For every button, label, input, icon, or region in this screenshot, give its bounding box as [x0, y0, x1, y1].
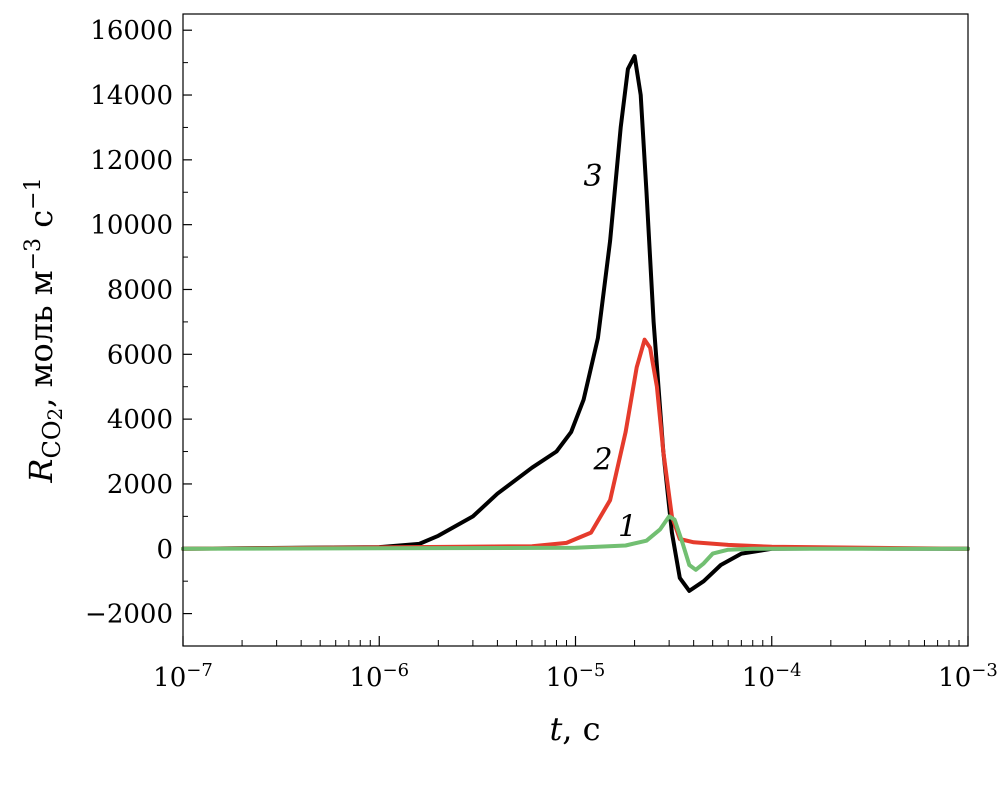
- series-line-3: [181, 54, 970, 593]
- y-tick-label: 4000: [107, 405, 173, 435]
- x-tick-labels: 10−7 10−6 10−5 10−4 10−3: [153, 660, 998, 694]
- x-tick-label: 10−3: [938, 660, 998, 694]
- y-tick-label: −2000: [85, 600, 173, 630]
- x-tick-label: 10−4: [742, 660, 802, 694]
- y-tick-label: 8000: [107, 275, 173, 305]
- y-tick-label: 12000: [90, 146, 173, 176]
- y-tick-label: 16000: [90, 16, 173, 46]
- y-axis-title: RCO2, моль м−3 с−1: [21, 177, 68, 483]
- y-tick-label: 2000: [107, 470, 173, 500]
- major-ticks: [182, 29, 969, 646]
- x-axis-title: t, с: [549, 710, 600, 748]
- series-label-1: 1: [618, 509, 637, 544]
- minor-ticks: [183, 62, 960, 646]
- y-tick-label: 10000: [90, 211, 173, 241]
- x-tick-label: 10−5: [546, 660, 606, 694]
- y-tick-label: 6000: [107, 340, 173, 370]
- series-label-3: 3: [583, 159, 602, 194]
- series-labels: 3 21: [583, 159, 637, 544]
- y-tick-label: 0: [156, 535, 173, 565]
- plot-frame: [182, 13, 969, 647]
- series-line-2: [181, 337, 970, 551]
- series-label-2: 2: [593, 443, 613, 478]
- x-tick-label: 10−7: [153, 660, 213, 694]
- y-tick-label: 14000: [90, 81, 173, 111]
- y-tick-labels: −2000 0 2000 4000 6000 8000 10000 12000 14000 160…: [85, 16, 173, 629]
- x-tick-label: 10−6: [349, 660, 409, 694]
- series-lines: [181, 54, 970, 593]
- series-line-1: [181, 514, 970, 572]
